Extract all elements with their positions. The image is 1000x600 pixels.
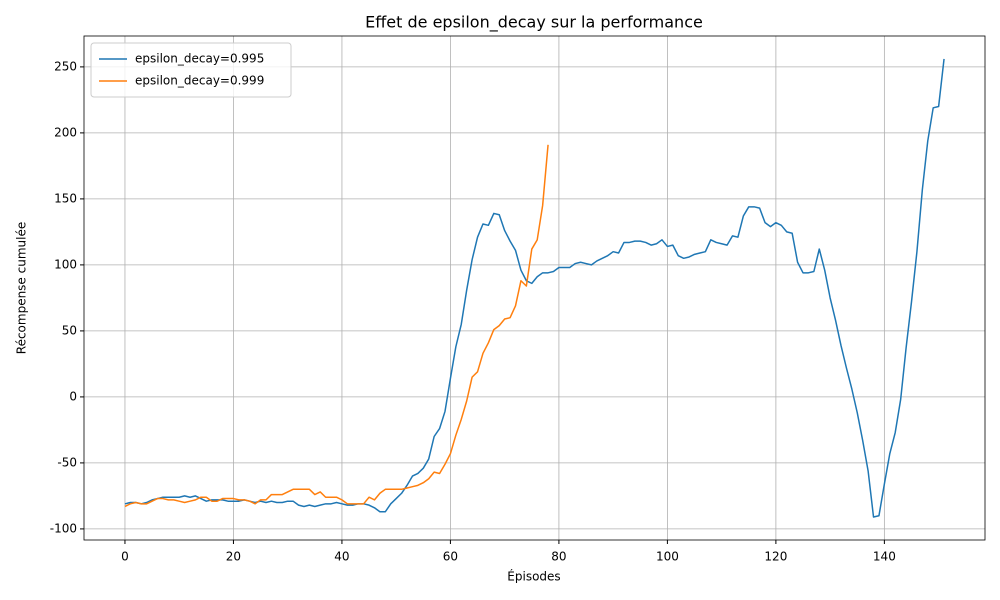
y-tick-label: 150 [54, 191, 77, 205]
y-tick-label: -50 [57, 455, 77, 469]
series-line [124, 58, 945, 518]
x-axis-label: Épisodes [507, 569, 560, 584]
x-tick-label: 0 [121, 550, 129, 564]
y-tick-label: 0 [69, 389, 77, 403]
chart-title: Effet de epsilon_decay sur la performanc… [365, 13, 703, 33]
y-tick-label: 100 [54, 257, 77, 271]
y-tick-label: 250 [54, 59, 77, 73]
x-tick-label: 100 [656, 550, 679, 564]
series-line [124, 144, 549, 508]
x-tick-label: 20 [226, 550, 241, 564]
legend-label: epsilon_decay=0.999 [135, 74, 264, 88]
legend-label: epsilon_decay=0.995 [135, 52, 264, 66]
x-tick-label: 60 [443, 550, 458, 564]
x-tick-label: 140 [873, 550, 896, 564]
y-tick-label: 50 [62, 323, 77, 337]
x-tick-label: 120 [764, 550, 787, 564]
x-tick-label: 40 [334, 550, 349, 564]
y-tick-label: -100 [50, 521, 77, 535]
plot-frame [83, 35, 986, 541]
y-tick-label: 200 [54, 125, 77, 139]
legend-box [90, 42, 292, 98]
y-axis-label: Récompense cumulée [15, 222, 29, 354]
x-tick-label: 80 [551, 550, 566, 564]
